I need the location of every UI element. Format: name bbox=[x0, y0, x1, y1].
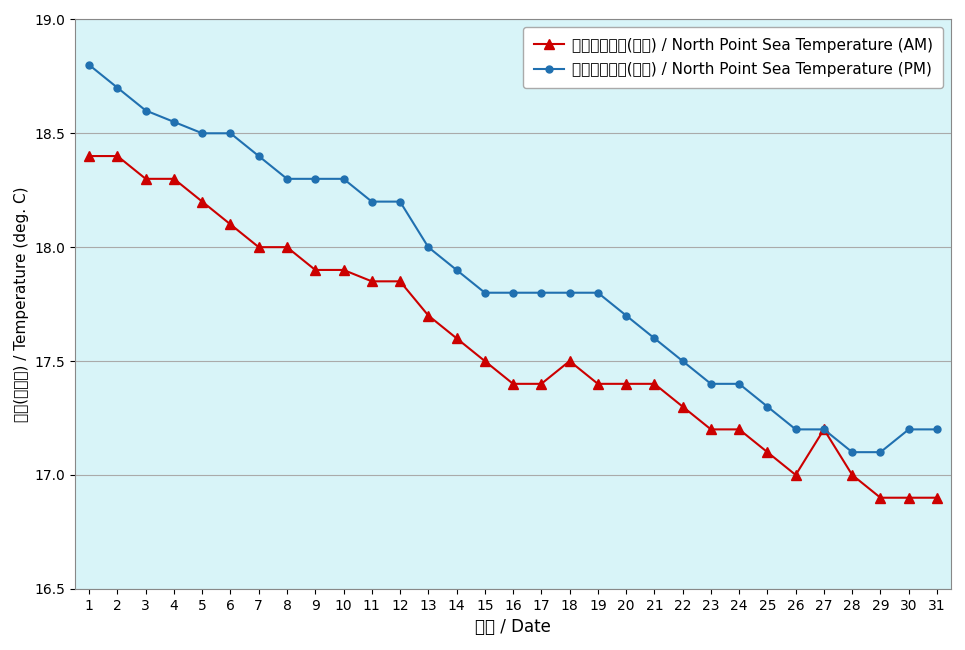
北角海水溫度(上午) / North Point Sea Temperature (AM) bbox=[761, 448, 773, 456]
北角海水溫度(下午) / North Point Sea Temperature (PM) bbox=[564, 289, 575, 296]
北角海水溫度(上午) / North Point Sea Temperature (AM) bbox=[281, 243, 292, 251]
北角海水溫度(上午) / North Point Sea Temperature (AM) bbox=[648, 380, 660, 388]
Line: 北角海水溫度(下午) / North Point Sea Temperature (PM): 北角海水溫度(下午) / North Point Sea Temperature… bbox=[86, 62, 941, 456]
北角海水溫度(上午) / North Point Sea Temperature (AM) bbox=[451, 334, 462, 342]
北角海水溫度(下午) / North Point Sea Temperature (PM) bbox=[761, 403, 773, 411]
北角海水溫度(下午) / North Point Sea Temperature (PM) bbox=[818, 426, 830, 434]
北角海水溫度(上午) / North Point Sea Temperature (AM) bbox=[83, 152, 95, 160]
北角海水溫度(下午) / North Point Sea Temperature (PM) bbox=[903, 426, 915, 434]
北角海水溫度(上午) / North Point Sea Temperature (AM) bbox=[253, 243, 264, 251]
北角海水溫度(上午) / North Point Sea Temperature (AM) bbox=[676, 403, 688, 411]
北角海水溫度(下午) / North Point Sea Temperature (PM) bbox=[451, 266, 462, 274]
北角海水溫度(上午) / North Point Sea Temperature (AM) bbox=[366, 278, 377, 285]
北角海水溫度(下午) / North Point Sea Temperature (PM) bbox=[536, 289, 547, 296]
北角海水溫度(上午) / North Point Sea Temperature (AM) bbox=[197, 198, 208, 205]
Legend: 北角海水溫度(上午) / North Point Sea Temperature (AM), 北角海水溫度(下午) / North Point Sea Temp: 北角海水溫度(上午) / North Point Sea Temperature… bbox=[523, 27, 944, 88]
北角海水溫度(下午) / North Point Sea Temperature (PM) bbox=[253, 152, 264, 160]
北角海水溫度(上午) / North Point Sea Temperature (AM) bbox=[479, 357, 490, 365]
北角海水溫度(上午) / North Point Sea Temperature (AM) bbox=[395, 278, 406, 285]
Line: 北角海水溫度(上午) / North Point Sea Temperature (AM): 北角海水溫度(上午) / North Point Sea Temperature… bbox=[84, 151, 942, 502]
北角海水溫度(下午) / North Point Sea Temperature (PM) bbox=[931, 426, 943, 434]
北角海水溫度(下午) / North Point Sea Temperature (PM) bbox=[479, 289, 490, 296]
北角海水溫度(下午) / North Point Sea Temperature (PM) bbox=[593, 289, 604, 296]
北角海水溫度(下午) / North Point Sea Temperature (PM) bbox=[83, 61, 95, 69]
北角海水溫度(上午) / North Point Sea Temperature (AM) bbox=[705, 426, 717, 434]
北角海水溫度(下午) / North Point Sea Temperature (PM) bbox=[790, 426, 802, 434]
北角海水溫度(上午) / North Point Sea Temperature (AM) bbox=[140, 175, 152, 183]
北角海水溫度(下午) / North Point Sea Temperature (PM) bbox=[648, 334, 660, 342]
北角海水溫度(下午) / North Point Sea Temperature (PM) bbox=[395, 198, 406, 205]
北角海水溫度(上午) / North Point Sea Temperature (AM) bbox=[790, 471, 802, 479]
北角海水溫度(上午) / North Point Sea Temperature (AM) bbox=[112, 152, 124, 160]
北角海水溫度(下午) / North Point Sea Temperature (PM) bbox=[225, 129, 236, 137]
北角海水溫度(下午) / North Point Sea Temperature (PM) bbox=[366, 198, 377, 205]
Y-axis label: 温度(攝氏度) / Temperature (deg. C): 温度(攝氏度) / Temperature (deg. C) bbox=[14, 187, 29, 422]
北角海水溫度(上午) / North Point Sea Temperature (AM) bbox=[423, 311, 434, 319]
北角海水溫度(下午) / North Point Sea Temperature (PM) bbox=[733, 380, 745, 388]
北角海水溫度(上午) / North Point Sea Temperature (AM) bbox=[564, 357, 575, 365]
北角海水溫度(上午) / North Point Sea Temperature (AM) bbox=[536, 380, 547, 388]
北角海水溫度(下午) / North Point Sea Temperature (PM) bbox=[508, 289, 519, 296]
北角海水溫度(上午) / North Point Sea Temperature (AM) bbox=[903, 494, 915, 502]
北角海水溫度(上午) / North Point Sea Temperature (AM) bbox=[931, 494, 943, 502]
北角海水溫度(下午) / North Point Sea Temperature (PM) bbox=[874, 448, 886, 456]
北角海水溫度(上午) / North Point Sea Temperature (AM) bbox=[310, 266, 321, 274]
北角海水溫度(下午) / North Point Sea Temperature (PM) bbox=[846, 448, 858, 456]
北角海水溫度(上午) / North Point Sea Temperature (AM) bbox=[508, 380, 519, 388]
北角海水溫度(下午) / North Point Sea Temperature (PM) bbox=[338, 175, 349, 183]
北角海水溫度(下午) / North Point Sea Temperature (PM) bbox=[705, 380, 717, 388]
北角海水溫度(上午) / North Point Sea Temperature (AM) bbox=[818, 426, 830, 434]
北角海水溫度(下午) / North Point Sea Temperature (PM) bbox=[281, 175, 292, 183]
北角海水溫度(下午) / North Point Sea Temperature (PM) bbox=[168, 118, 179, 126]
北角海水溫度(下午) / North Point Sea Temperature (PM) bbox=[310, 175, 321, 183]
北角海水溫度(下午) / North Point Sea Temperature (PM) bbox=[676, 357, 688, 365]
北角海水溫度(下午) / North Point Sea Temperature (PM) bbox=[197, 129, 208, 137]
北角海水溫度(下午) / North Point Sea Temperature (PM) bbox=[423, 243, 434, 251]
北角海水溫度(上午) / North Point Sea Temperature (AM) bbox=[874, 494, 886, 502]
北角海水溫度(上午) / North Point Sea Temperature (AM) bbox=[846, 471, 858, 479]
北角海水溫度(下午) / North Point Sea Temperature (PM) bbox=[140, 107, 152, 114]
北角海水溫度(上午) / North Point Sea Temperature (AM) bbox=[733, 426, 745, 434]
北角海水溫度(上午) / North Point Sea Temperature (AM) bbox=[225, 220, 236, 228]
北角海水溫度(上午) / North Point Sea Temperature (AM) bbox=[620, 380, 632, 388]
北角海水溫度(下午) / North Point Sea Temperature (PM) bbox=[112, 84, 124, 92]
X-axis label: 日期 / Date: 日期 / Date bbox=[475, 618, 551, 636]
北角海水溫度(上午) / North Point Sea Temperature (AM) bbox=[168, 175, 179, 183]
北角海水溫度(上午) / North Point Sea Temperature (AM) bbox=[593, 380, 604, 388]
北角海水溫度(上午) / North Point Sea Temperature (AM) bbox=[338, 266, 349, 274]
北角海水溫度(下午) / North Point Sea Temperature (PM) bbox=[620, 311, 632, 319]
